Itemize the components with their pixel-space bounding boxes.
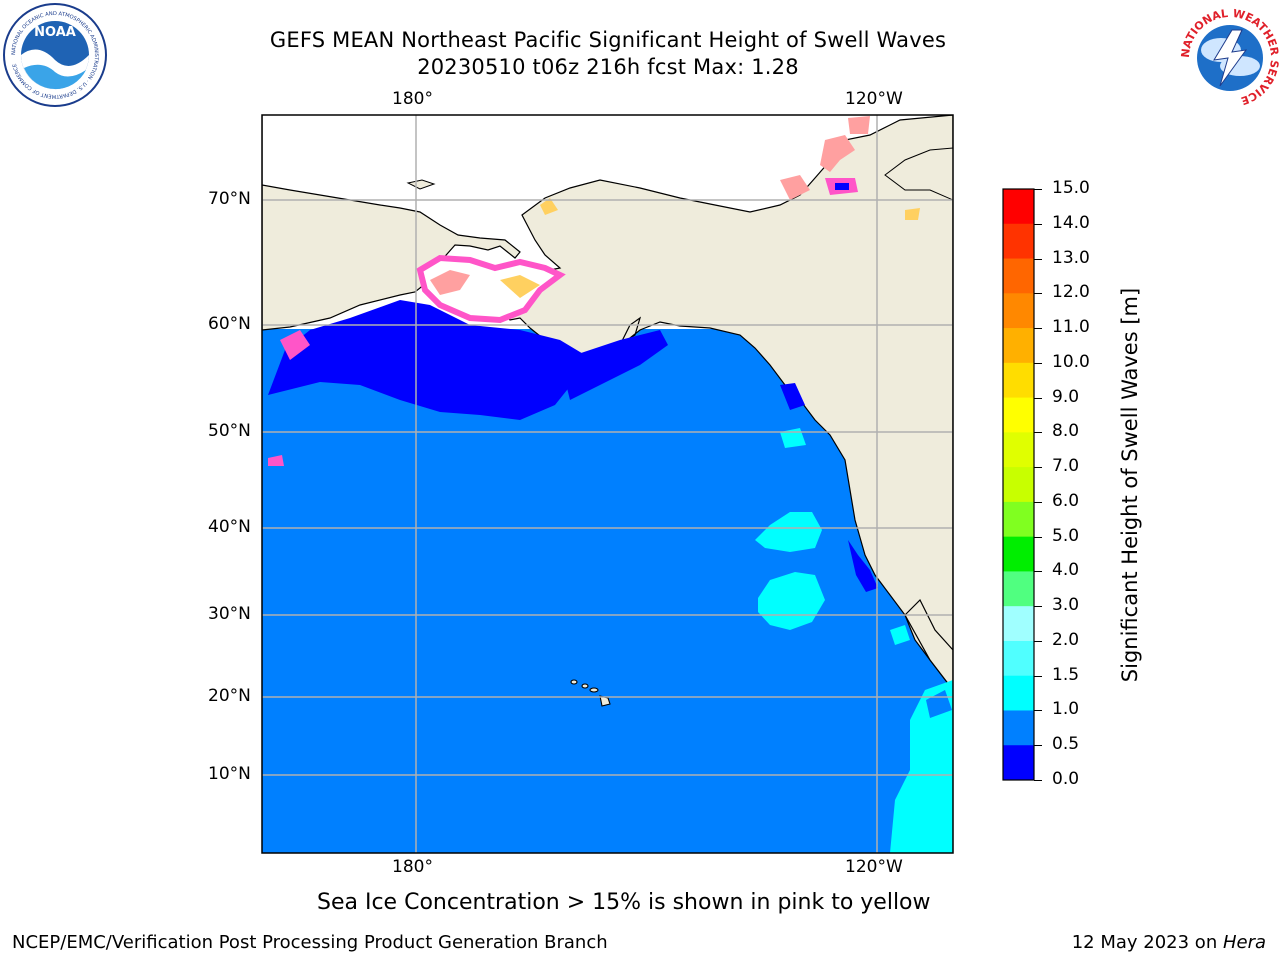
colorbar-swatch [1003, 640, 1034, 677]
lat-label-70n: 70°N [208, 189, 251, 209]
colorbar-tick-mark [1034, 571, 1042, 573]
colorbar-swatch [1003, 571, 1034, 607]
swell-patch-3 [890, 680, 953, 853]
colorbar-tick-mark [1034, 258, 1042, 260]
colorbar-swatch [1003, 362, 1034, 399]
colorbar-swatch [1003, 536, 1034, 572]
noaa-logo: NOAA NATIONAL OCEANIC AND ATMOSPHERIC AD… [3, 3, 107, 107]
map-area [262, 115, 953, 853]
colorbar [1003, 189, 1034, 781]
colorbar-tick-label: 5.0 [1052, 525, 1080, 546]
colorbar-tick-mark [1034, 501, 1042, 503]
colorbar-swatch [1003, 328, 1034, 364]
colorbar-swatch [1003, 606, 1034, 642]
colorbar-tick-label: 6.0 [1052, 490, 1080, 511]
sea-ice-note: Sea Ice Concentration > 15% is shown in … [317, 890, 931, 915]
colorbar-swatch [1003, 432, 1034, 468]
lat-label-20n: 20°N [208, 686, 251, 706]
map-frame [261, 114, 954, 854]
lon-top-label-180: 180° [392, 89, 433, 109]
colorbar-swatch [1003, 675, 1034, 711]
colorbar-swatch [1003, 501, 1034, 538]
colorbar-tick-label: 10.0 [1052, 351, 1090, 372]
colorbar-tick-mark [1034, 293, 1042, 295]
colorbar-tick-label: 9.0 [1052, 386, 1080, 407]
land-asia [262, 115, 521, 331]
chart-subtitle: 20230510 t06z 216h fcst Max: 1.28 [417, 55, 799, 79]
swell-patch-1 [755, 512, 822, 552]
lat-label-40n: 40°N [208, 517, 251, 537]
colorbar-tick-label: 11.0 [1052, 317, 1090, 338]
lat-label-30n: 30°N [208, 604, 251, 624]
footer-branch: NCEP/EMC/Verification Post Processing Pr… [12, 932, 608, 953]
hawaii-islands [570, 679, 611, 707]
colorbar-tick-mark [1034, 536, 1042, 538]
footer-date: 12 May 2023 on Hera [1072, 932, 1266, 953]
colorbar-tick-mark [1034, 432, 1042, 434]
lon-bottom-label-180: 180° [392, 857, 433, 877]
colorbar-tick-label: 13.0 [1052, 247, 1090, 268]
lat-label-50n: 50°N [208, 421, 251, 441]
colorbar-tick-label: 1.5 [1052, 664, 1080, 685]
colorbar-swatch [1003, 397, 1034, 433]
colorbar-tick-label: 1.0 [1052, 699, 1080, 720]
colorbar-tick-label: 0.5 [1052, 734, 1080, 755]
colorbar-tick-label: 7.0 [1052, 456, 1080, 477]
colorbar-tick-mark [1034, 640, 1042, 642]
colorbar-tick-label: 3.0 [1052, 595, 1080, 616]
chart-title: GEFS MEAN Northeast Pacific Significant … [269, 28, 947, 52]
colorbar-tick-label: 12.0 [1052, 282, 1090, 303]
colorbar-swatch [1003, 467, 1034, 503]
lat-label-10n: 10°N [208, 764, 251, 784]
colorbar-tick-mark [1034, 397, 1042, 399]
colorbar-tick-mark [1034, 467, 1042, 469]
colorbar-tick-label: 4.0 [1052, 560, 1080, 581]
colorbar-tick-mark [1034, 745, 1042, 747]
colorbar-tick-label: 0.0 [1052, 769, 1080, 789]
noaa-logo-text: NOAA [34, 25, 76, 40]
colorbar-swatch [1003, 745, 1034, 781]
colorbar-tick-mark [1034, 362, 1042, 364]
footer-host: Hera [1222, 932, 1266, 953]
nws-logo: NATIONAL WEATHER SERVICE [1179, 7, 1280, 108]
colorbar-tick-mark [1034, 328, 1042, 330]
colorbar-swatch [1003, 258, 1034, 294]
colorbar-tick-label: 15.0 [1052, 178, 1090, 198]
colorbar-tick-mark [1034, 710, 1042, 712]
colorbar-swatch [1003, 223, 1034, 260]
colorbar-tick-mark [1034, 223, 1042, 225]
colorbar-tick-mark [1034, 606, 1042, 608]
lon-bottom-label-120w: 120°W [845, 857, 903, 877]
graticule [262, 115, 953, 853]
footer-date-text: 12 May 2023 on [1071, 932, 1223, 953]
colorbar-tick-label: 2.0 [1052, 629, 1080, 650]
colorbar-title: Significant Height of Swell Waves [m] [1118, 287, 1142, 683]
colorbar-swatch [1003, 710, 1034, 746]
colorbar-tick-mark [1034, 675, 1042, 677]
colorbar-tick-mark [1034, 780, 1042, 781]
colorbar-swatch [1003, 293, 1034, 329]
colorbar-tick-mark [1034, 189, 1042, 190]
colorbar-tick-label: 14.0 [1052, 212, 1090, 233]
lat-label-60n: 60°N [208, 314, 251, 334]
colorbar-swatch [1003, 189, 1034, 225]
colorbar-tick-label: 8.0 [1052, 421, 1080, 442]
lon-top-label-120w: 120°W [845, 89, 903, 109]
